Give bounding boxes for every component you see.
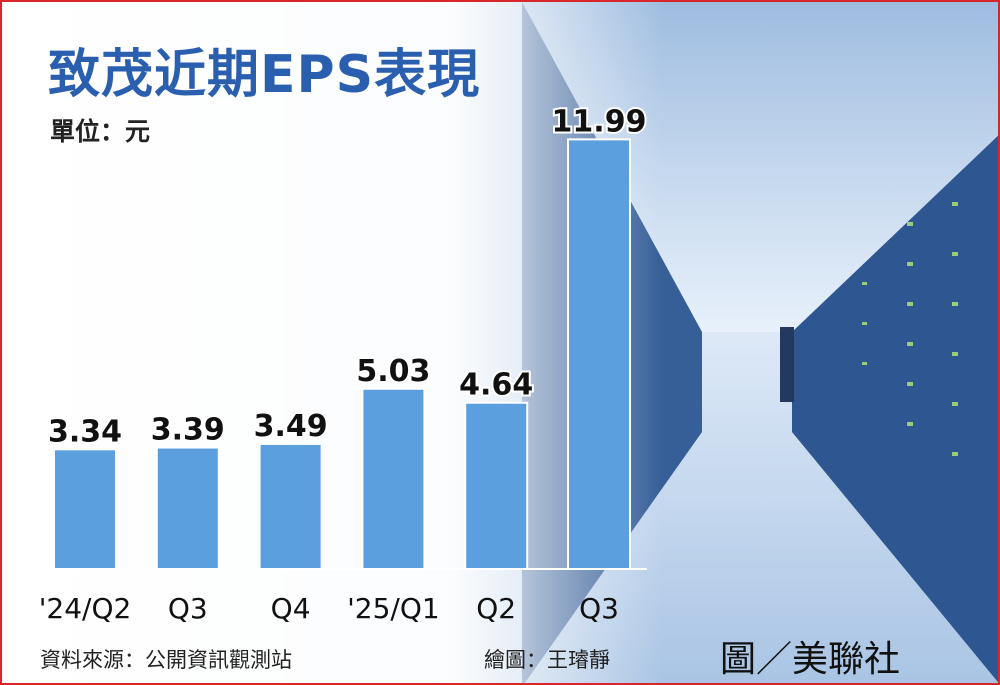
category-label-3: '25/Q1 [347, 592, 440, 625]
category-label-1: Q3 [168, 592, 208, 625]
bar-5 [567, 138, 631, 570]
bar-2 [258, 442, 323, 571]
value-label-2: 3.49 [254, 409, 328, 444]
category-label-5: Q3 [579, 592, 619, 625]
value-label-0: 3.34 [48, 414, 122, 449]
category-label-4: Q2 [476, 592, 516, 625]
data-source: 資料來源：公開資訊觀測站 [40, 648, 292, 672]
value-label-5: 11.99 [552, 104, 647, 139]
value-label-1: 3.39 [151, 413, 225, 448]
chart-title: 致茂近期EPS表現 [48, 45, 481, 105]
bar-3 [361, 387, 426, 570]
artist-credit: 繪圖：王璿靜 [484, 648, 610, 672]
category-label-0: '24/Q2 [39, 592, 132, 625]
bar-0 [53, 448, 117, 571]
unit-label: 單位：元 [50, 117, 151, 146]
photo-credit: 圖／美聯社 [720, 639, 901, 680]
value-label-4: 4.64 [459, 368, 533, 403]
category-label-2: Q4 [271, 592, 311, 625]
value-label-3: 5.03 [356, 354, 430, 389]
bar-4 [464, 401, 529, 570]
bar-1 [155, 446, 220, 570]
